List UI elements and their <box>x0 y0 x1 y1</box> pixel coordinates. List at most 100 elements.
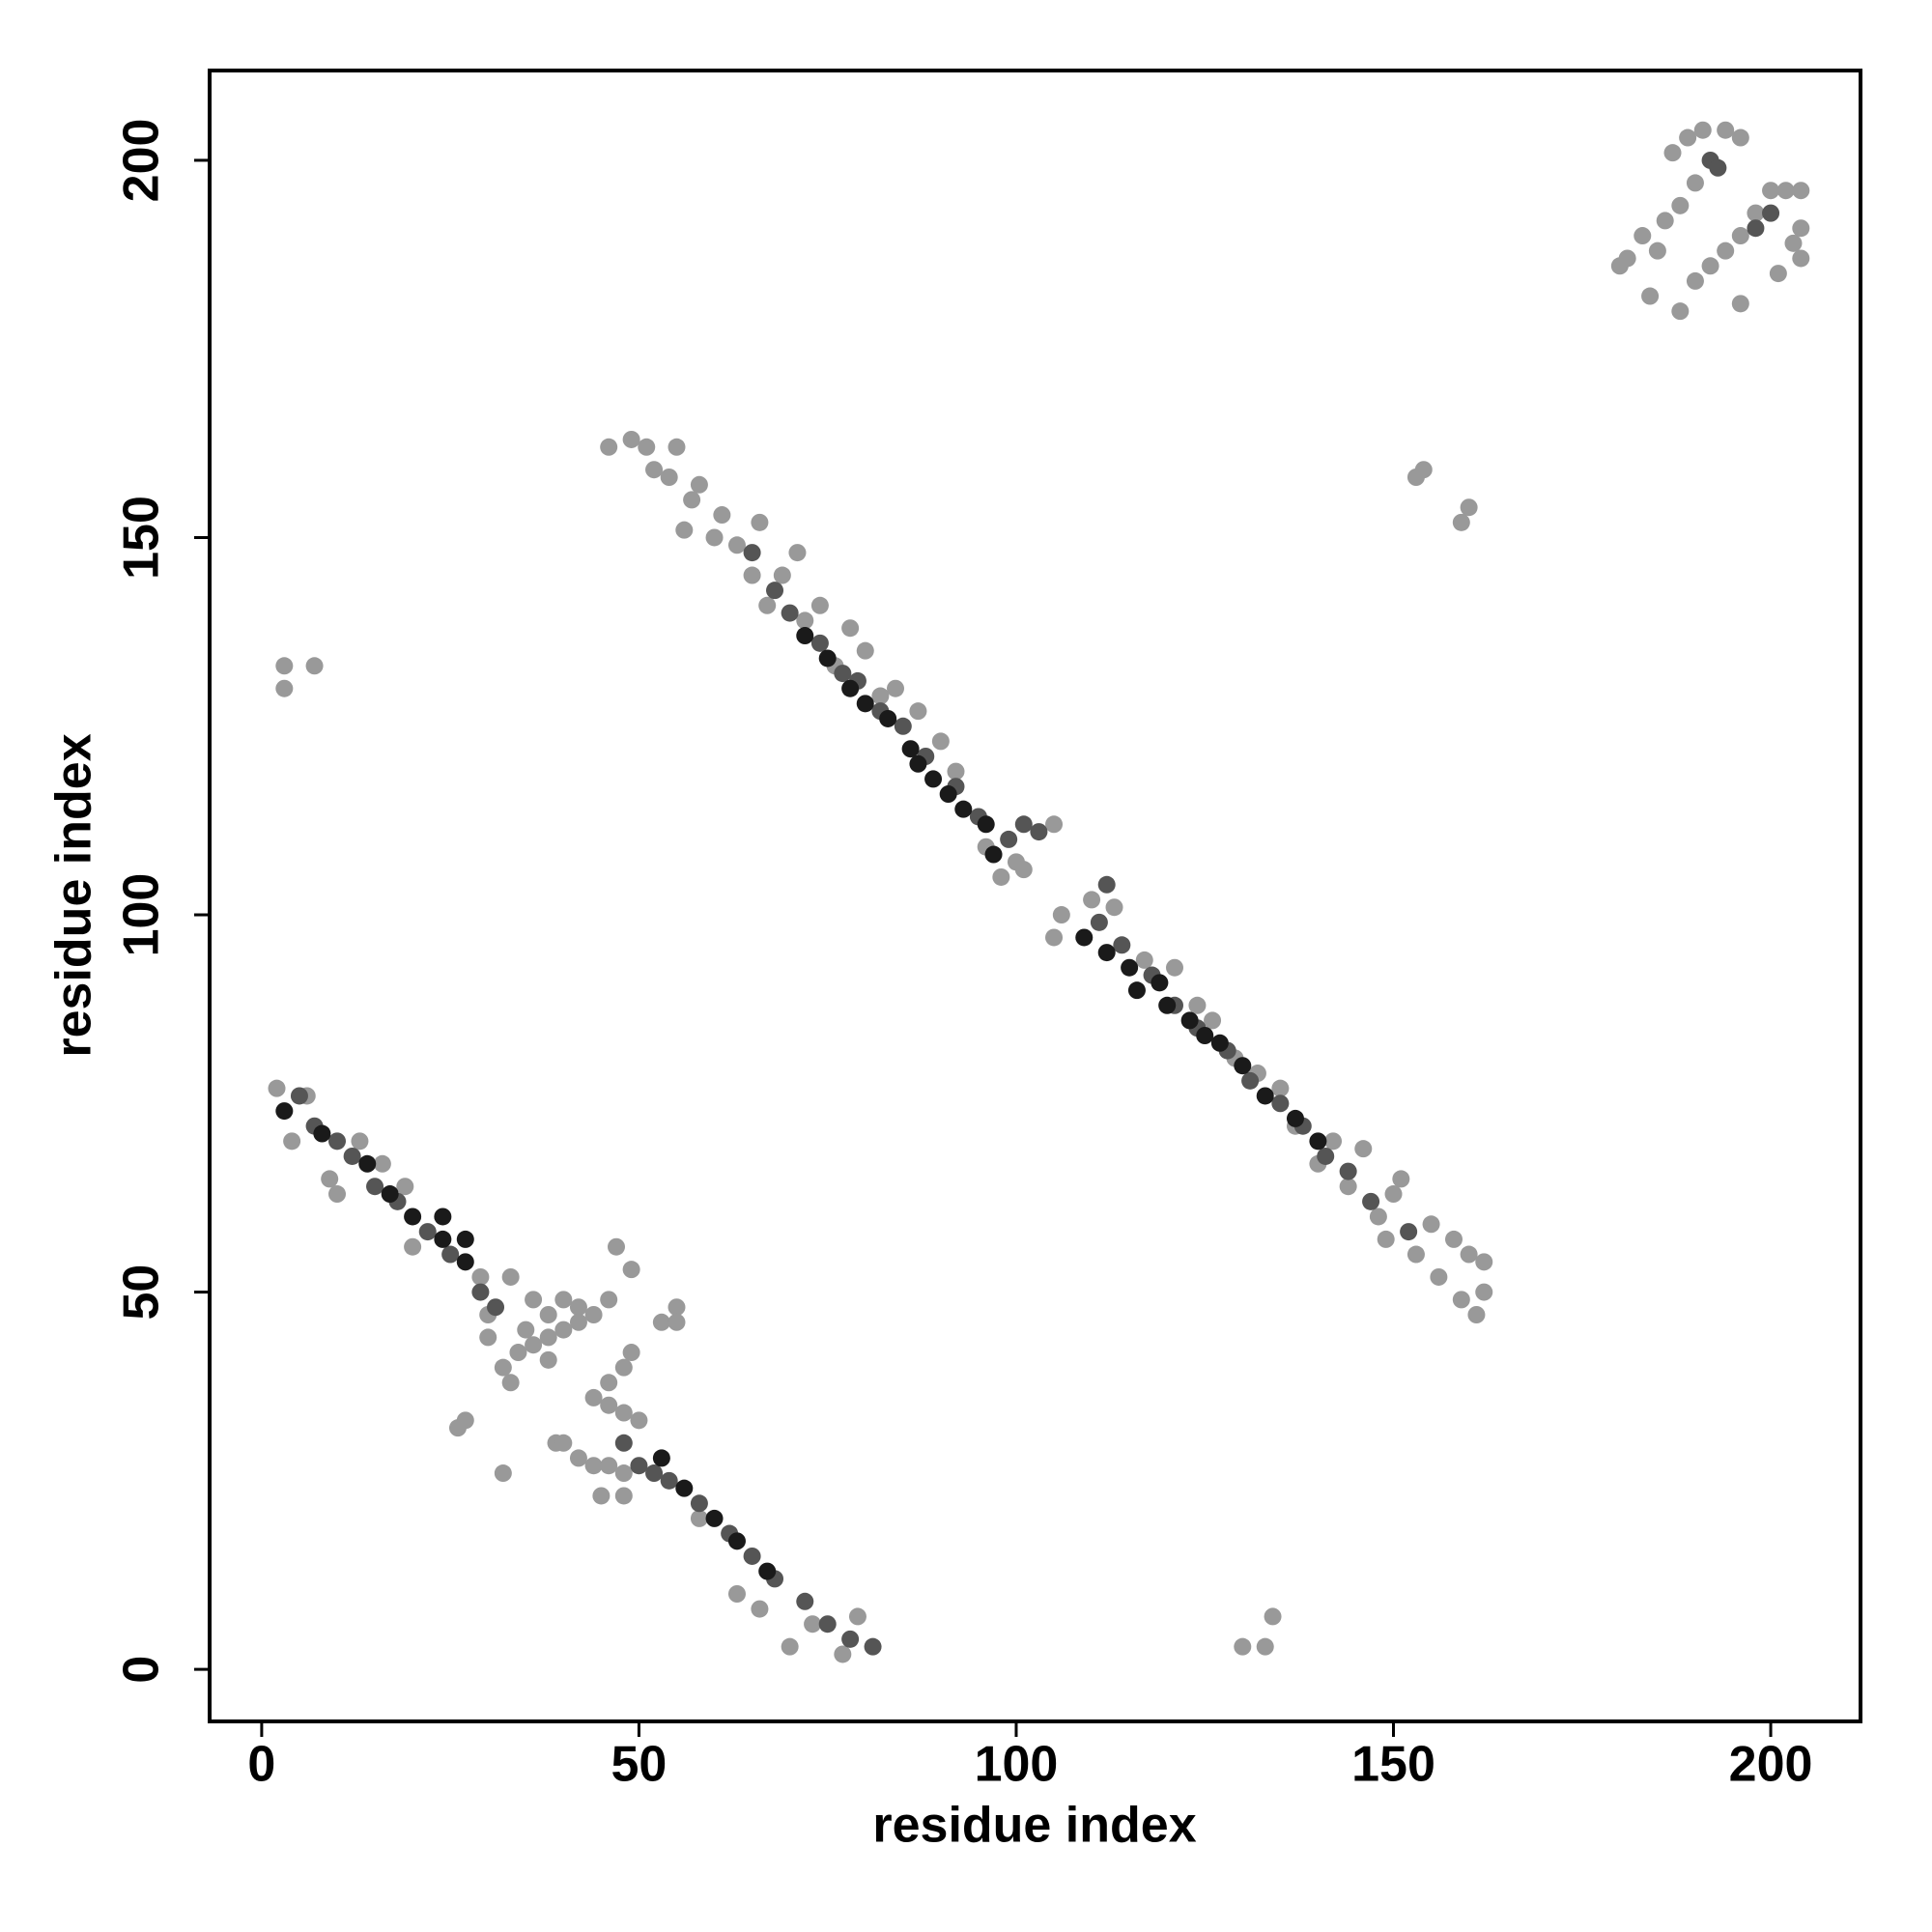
contact-point <box>275 657 294 675</box>
contact-point <box>705 528 724 547</box>
contact-point <box>1430 1267 1448 1286</box>
contact-point <box>396 1178 414 1196</box>
contact-point <box>1717 242 1735 260</box>
contact-point <box>947 762 965 781</box>
contact-point <box>1135 951 1153 969</box>
contact-point <box>1180 1011 1199 1030</box>
contact-point <box>404 1208 422 1226</box>
contact-point <box>1234 1637 1252 1656</box>
contact-point <box>1460 1245 1478 1264</box>
contact-point <box>1792 219 1810 238</box>
contact-point <box>690 475 708 494</box>
contact-point <box>1256 1637 1274 1656</box>
contact-point <box>894 717 912 735</box>
contact-point <box>1317 1147 1335 1165</box>
contact-point <box>366 1178 384 1196</box>
contact-point <box>1309 1132 1327 1151</box>
contact-point <box>668 1298 686 1317</box>
contact-point <box>1422 1215 1440 1234</box>
contact-point <box>901 740 920 758</box>
contact-point <box>834 665 852 683</box>
contact-point <box>668 438 686 456</box>
contact-point <box>743 566 761 584</box>
contact-point <box>645 461 664 479</box>
contact-point <box>1686 174 1704 192</box>
contact-point <box>614 1358 633 1377</box>
contact-point <box>1234 1057 1252 1075</box>
contact-point <box>630 1457 648 1475</box>
contact-point <box>804 1615 822 1634</box>
contact-point <box>660 469 678 487</box>
contact-point <box>1324 1132 1343 1151</box>
contact-point <box>1014 861 1033 879</box>
contact-point <box>818 649 837 668</box>
contact-point <box>1475 1283 1493 1301</box>
contact-point <box>539 1305 557 1323</box>
contact-point <box>1671 196 1690 214</box>
contact-point <box>1693 121 1712 139</box>
contact-point <box>1097 875 1116 894</box>
contact-point <box>501 1374 520 1392</box>
contact-point <box>705 1509 724 1527</box>
y-tick-label: 150 <box>114 496 170 580</box>
contact-point <box>796 1592 814 1610</box>
contact-point <box>1747 204 1765 222</box>
contact-point <box>1105 898 1123 917</box>
contact-point <box>1241 1071 1260 1090</box>
contact-point <box>1701 257 1719 275</box>
contact-point <box>1210 1034 1229 1052</box>
contact-point <box>856 695 874 713</box>
contact-point <box>645 1464 664 1483</box>
contact-point <box>1392 1170 1410 1188</box>
contact-point <box>494 1358 512 1377</box>
contact-point <box>554 1321 573 1339</box>
contact-point <box>834 1645 852 1663</box>
contact-point <box>1286 1109 1304 1127</box>
contact-point <box>328 1185 347 1204</box>
contact-point <box>584 1305 603 1323</box>
contact-point <box>275 1102 294 1121</box>
contact-point <box>675 1479 694 1497</box>
contact-point <box>614 1434 633 1452</box>
contact-point <box>622 1261 640 1279</box>
contact-point <box>1151 974 1169 992</box>
contact-point <box>1052 906 1070 924</box>
contact-point <box>1792 249 1810 268</box>
contact-point <box>638 438 656 456</box>
contact-point <box>675 521 694 539</box>
contact-point <box>525 1291 543 1309</box>
contact-point <box>358 1154 377 1173</box>
contact-point <box>743 544 761 562</box>
contact-point <box>1731 227 1749 245</box>
x-tick-label: 200 <box>1729 1737 1813 1793</box>
contact-point <box>1414 461 1433 479</box>
contact-point <box>1127 981 1146 1000</box>
contact-point <box>1045 928 1064 947</box>
contact-point <box>471 1283 490 1301</box>
contact-point <box>713 506 731 525</box>
contact-point <box>1271 1079 1290 1097</box>
contact-point <box>1671 302 1690 321</box>
contact-point <box>554 1291 573 1309</box>
contact-point <box>1188 996 1207 1014</box>
contact-point <box>1663 144 1682 162</box>
contact-point <box>668 1313 686 1331</box>
contact-point <box>381 1185 399 1204</box>
contact-point <box>1354 1140 1373 1158</box>
contact-point <box>630 1411 648 1430</box>
contact-point <box>441 1245 460 1264</box>
contact-point <box>924 770 943 788</box>
contact-point <box>539 1328 557 1347</box>
contact-point <box>1769 265 1787 283</box>
contact-point <box>1204 1011 1222 1030</box>
contact-point <box>569 1298 587 1317</box>
x-tick-label: 150 <box>1351 1737 1435 1793</box>
contact-point <box>788 544 807 562</box>
contact-point <box>1400 1223 1418 1241</box>
contact-point <box>1792 182 1810 200</box>
contact-point <box>909 754 927 773</box>
contact-point <box>931 732 950 751</box>
contact-point <box>268 1079 286 1097</box>
contact-point <box>328 1132 347 1151</box>
contact-point <box>954 800 973 818</box>
